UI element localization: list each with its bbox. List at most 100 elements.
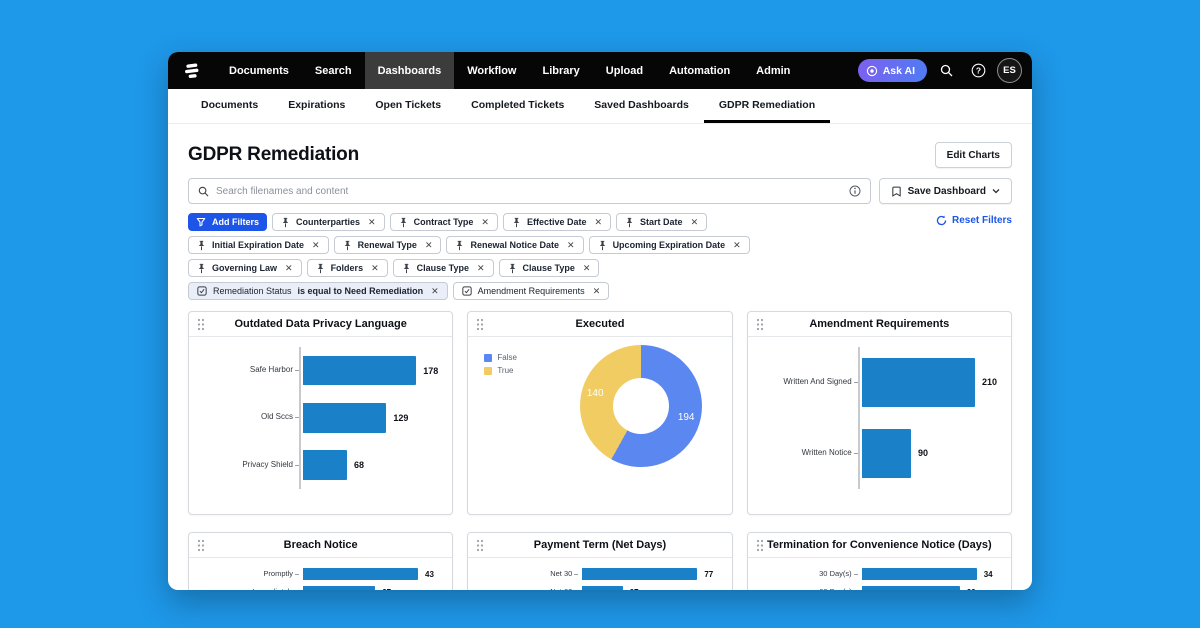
chip-remove-icon[interactable]: ✕ — [368, 216, 376, 227]
filter-chip-label: Renewal Type — [357, 240, 417, 250]
slice-value-label: 194 — [677, 411, 695, 423]
nav-item-upload[interactable]: Upload — [605, 64, 644, 77]
filter-chip-clause-type[interactable]: Clause Type ✕ — [498, 259, 600, 277]
filter-field-label: Remediation Status — [213, 286, 292, 296]
nav-item-automation[interactable]: Automation — [669, 64, 731, 77]
add-filters-button[interactable]: Add Filters — [188, 213, 268, 231]
filter-chip-start-date[interactable]: Start Date ✕ — [616, 213, 708, 231]
bar-row: Privacy Shield 68 — [203, 446, 438, 483]
help-icon[interactable]: ? — [965, 58, 991, 84]
pin-icon — [316, 263, 325, 274]
bar-row: Net 30 77 — [482, 566, 717, 582]
bar-track: 34 — [860, 566, 997, 582]
nav-item-documents[interactable]: Documents — [229, 64, 289, 77]
tab-expirations[interactable]: Expirations — [288, 98, 346, 111]
dashboard-content: GDPR Remediation Edit Charts Search file… — [168, 142, 1032, 590]
search-icon[interactable] — [933, 58, 959, 84]
save-dashboard-button[interactable]: Save Dashboard — [878, 178, 1012, 204]
drag-handle-icon[interactable] — [756, 318, 764, 331]
filter-chip-label: Clause Type — [416, 263, 469, 273]
bar-row: Net 60 27 — [482, 584, 717, 590]
bar[interactable] — [303, 450, 347, 480]
nav-item-search[interactable]: Search — [314, 64, 352, 77]
search-input[interactable]: Search filenames and content — [188, 178, 871, 204]
app-logo-icon[interactable] — [168, 52, 216, 89]
nav-item-workflow[interactable]: Workflow — [467, 64, 517, 77]
bar[interactable] — [582, 568, 698, 580]
filter-chip-remediation-status[interactable]: Remediation Status is equal to Need Remed… — [188, 282, 448, 300]
bar[interactable] — [861, 586, 960, 590]
pin-icon — [625, 217, 634, 228]
chip-remove-icon[interactable]: ✕ — [431, 285, 439, 296]
tab-completed-tickets[interactable]: Completed Tickets — [471, 98, 565, 111]
tab-open-tickets[interactable]: Open Tickets — [375, 98, 442, 111]
bar-track: 178 — [301, 352, 438, 389]
chip-remove-icon[interactable]: ✕ — [594, 216, 603, 227]
drag-handle-icon[interactable] — [476, 539, 484, 552]
filter-chip-label: Renewal Notice Date — [470, 240, 560, 250]
bar[interactable] — [861, 568, 977, 580]
app-window: Documents Search Dashboards Workflow Library… — [168, 52, 1032, 590]
filter-chip-amendment-requirements[interactable]: Amendment Requirements ✕ — [452, 282, 610, 300]
bar[interactable] — [303, 568, 419, 580]
filter-chip-counterparties[interactable]: Counterparties ✕ — [272, 213, 385, 231]
chip-remove-icon[interactable]: ✕ — [371, 262, 379, 273]
nav-item-library[interactable]: Library — [542, 64, 580, 77]
chip-remove-icon[interactable]: ✕ — [424, 239, 433, 250]
drag-handle-icon[interactable] — [197, 318, 205, 331]
bar-category-label: Promptly — [263, 568, 293, 578]
bar[interactable] — [303, 355, 417, 386]
bar-track: 43 — [301, 566, 438, 582]
filter-chip-governing-law[interactable]: Governing Law ✕ — [188, 259, 302, 277]
bar[interactable] — [582, 586, 623, 590]
chip-remove-icon[interactable]: ✕ — [567, 239, 575, 250]
drag-handle-icon[interactable] — [476, 318, 484, 331]
chart-title: Amendment Requirements — [809, 318, 950, 330]
avatar[interactable]: ES — [997, 58, 1022, 83]
filter-chip-folders[interactable]: Folders ✕ — [306, 259, 388, 277]
bar-category-label: 60 Day(s) — [762, 587, 852, 590]
ask-ai-label: Ask AI — [882, 64, 915, 77]
drag-handle-icon[interactable] — [756, 539, 764, 552]
chip-remove-icon[interactable]: ✕ — [733, 239, 741, 250]
chip-remove-icon[interactable]: ✕ — [690, 216, 699, 227]
legend-item-false[interactable]: False — [484, 353, 517, 362]
info-icon[interactable] — [849, 185, 861, 197]
tab-gdpr-remediation[interactable]: GDPR Remediation — [703, 89, 831, 123]
pin-icon — [281, 217, 290, 228]
legend-item-true[interactable]: True — [484, 366, 517, 375]
reset-filters-button[interactable]: Reset Filters — [936, 215, 1012, 226]
chip-remove-icon[interactable]: ✕ — [481, 216, 489, 227]
donut-hole — [613, 378, 670, 434]
filter-chip-clause-type[interactable]: Clause Type ✕ — [392, 259, 494, 277]
chip-remove-icon[interactable]: ✕ — [312, 239, 320, 250]
filter-chip-upcoming-expiration-date[interactable]: Upcoming Expiration Date ✕ — [588, 236, 750, 254]
edit-charts-button[interactable]: Edit Charts — [934, 142, 1012, 168]
nav-item-admin[interactable]: Admin — [756, 64, 791, 77]
chip-remove-icon[interactable]: ✕ — [476, 262, 485, 273]
chip-remove-icon[interactable]: ✕ — [285, 262, 293, 273]
nav-item-dashboards[interactable]: Dashboards — [364, 52, 455, 89]
tab-saved-dashboards[interactable]: Saved Dashboards — [594, 98, 689, 111]
bar-row: Safe Harbor 178 — [203, 352, 438, 389]
bar[interactable] — [861, 428, 911, 478]
tab-documents[interactable]: Documents — [201, 98, 259, 111]
ask-ai-button[interactable]: Ask AI — [857, 59, 927, 82]
filter-chip-contract-type[interactable]: Contract Type ✕ — [389, 213, 498, 231]
bar[interactable] — [303, 586, 376, 590]
page-title: GDPR Remediation — [188, 144, 359, 165]
drag-handle-icon[interactable] — [197, 539, 205, 552]
chip-remove-icon[interactable]: ✕ — [582, 262, 591, 273]
filter-chip-renewal-notice-date[interactable]: Renewal Notice Date ✕ — [446, 236, 584, 254]
bar-track: 27 — [301, 584, 438, 590]
filter-chip-initial-expiration-date[interactable]: Initial Expiration Date ✕ — [188, 236, 329, 254]
chart-card-executed: Executed False True 194 140 — [467, 311, 733, 515]
axis-tick — [853, 573, 858, 575]
filter-chip-renewal-type[interactable]: Renewal Type ✕ — [333, 236, 442, 254]
chart-header: Breach Notice — [189, 533, 453, 558]
bar[interactable] — [861, 358, 975, 407]
filter-chip-effective-date[interactable]: Effective Date ✕ — [502, 213, 612, 231]
chip-remove-icon[interactable]: ✕ — [592, 285, 601, 296]
bar[interactable] — [303, 402, 387, 433]
